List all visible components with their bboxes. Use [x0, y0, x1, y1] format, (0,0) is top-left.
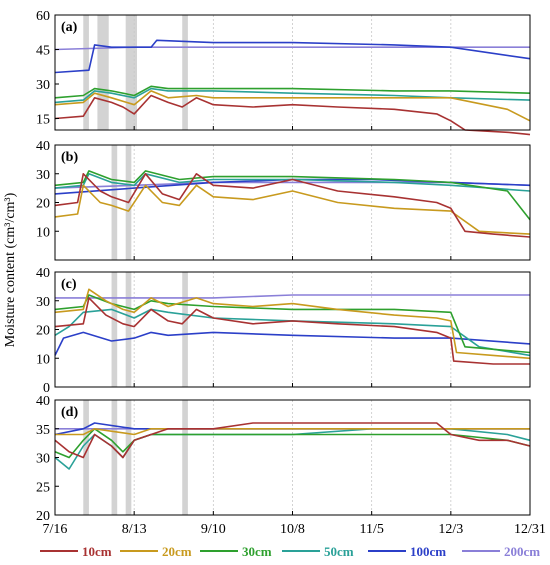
- y-tick-label: 15: [36, 113, 50, 128]
- y-tick-label: 20: [36, 324, 50, 339]
- x-tick-label: 7/16: [43, 522, 68, 537]
- series-line-30cm: [54, 170, 531, 221]
- legend-label-20cm: 20cm: [162, 544, 192, 559]
- legend-label-50cm: 50cm: [324, 544, 354, 559]
- chart-legend: 10cm 20cm 30cm 50cm 100cm 200cm: [40, 544, 540, 559]
- series-line-200cm: [55, 294, 530, 299]
- event-band: [83, 15, 89, 130]
- series-line-20cm: [54, 288, 531, 360]
- series-line-50cm: [54, 173, 531, 192]
- x-tick-label: 8/13: [122, 522, 147, 537]
- y-tick-label: 35: [36, 423, 50, 438]
- y-tick-label: 25: [36, 480, 50, 495]
- legend-label-30cm: 30cm: [242, 544, 272, 559]
- panel-3: 20 25 30 35 40 (d): [36, 394, 531, 524]
- y-tick-label: 40: [36, 139, 50, 154]
- event-band: [182, 400, 188, 515]
- legend-label-10cm: 10cm: [82, 544, 112, 559]
- x-axis-tick-labels: 7/16 8/13 9/10 10/8 11/5 12/3 12/31: [43, 522, 546, 537]
- panel-1: 10 20 30 40 (b): [36, 139, 531, 261]
- event-band: [125, 15, 137, 130]
- x-tick-label: 12/3: [438, 522, 463, 537]
- event-band: [83, 400, 89, 515]
- y-tick-label: 0: [43, 381, 50, 396]
- series-line-30cm: [54, 294, 531, 354]
- series-line-10cm: [54, 422, 531, 459]
- panel-2: 0 10 20 30 40 (c): [36, 266, 531, 396]
- y-tick-label: 40: [36, 394, 50, 409]
- panel-0: 15 30 45 60 (a): [36, 9, 531, 136]
- x-tick-label: 10/8: [280, 522, 305, 537]
- y-tick-label: 10: [36, 352, 50, 367]
- y-tick-label: 30: [36, 295, 50, 310]
- event-band: [97, 15, 109, 130]
- y-tick-label: 30: [36, 452, 50, 467]
- series-line-20cm: [54, 90, 531, 122]
- series-line-30cm: [54, 85, 531, 99]
- series-line-10cm: [54, 297, 530, 365]
- panel-label: (d): [61, 405, 78, 420]
- panel-label: (b): [61, 150, 78, 165]
- x-tick-label: 9/10: [201, 522, 226, 537]
- series-line-50cm: [54, 308, 531, 357]
- y-tick-label: 60: [36, 9, 50, 24]
- panel-label: (a): [61, 20, 78, 35]
- panel-label: (c): [61, 277, 77, 292]
- event-band: [125, 400, 132, 515]
- legend-label-200cm: 200cm: [504, 544, 540, 559]
- event-band: [125, 272, 132, 387]
- y-tick-label: 30: [36, 78, 50, 93]
- event-band: [111, 145, 118, 260]
- series-line-50cm: [54, 87, 531, 104]
- y-tick-label: 40: [36, 266, 50, 281]
- event-band: [182, 272, 188, 387]
- x-tick-label: 11/5: [359, 522, 383, 537]
- x-tick-label: 12/31: [514, 522, 546, 537]
- y-tick-label: 30: [36, 168, 50, 183]
- series-line-10cm: [54, 173, 531, 238]
- event-band: [111, 272, 118, 387]
- series-line-100cm: [54, 331, 531, 356]
- series-line-10cm: [54, 94, 531, 136]
- y-tick-label: 20: [36, 197, 50, 212]
- legend-label-100cm: 100cm: [410, 544, 446, 559]
- y-tick-label: 20: [36, 509, 50, 524]
- series-line-20cm: [54, 184, 531, 235]
- y-tick-label: 45: [36, 44, 50, 59]
- chart-panels: 15 30 45 60 (a) 10 20 30 40 (b) 0 10 20 30 40 (c) 20 25 30…: [36, 9, 531, 524]
- series-line-100cm: [54, 39, 531, 74]
- y-tick-label: 10: [36, 225, 50, 240]
- event-band: [182, 15, 188, 130]
- event-band: [111, 400, 118, 515]
- y-axis-label: Moisture content (cm³/cm³): [3, 192, 18, 347]
